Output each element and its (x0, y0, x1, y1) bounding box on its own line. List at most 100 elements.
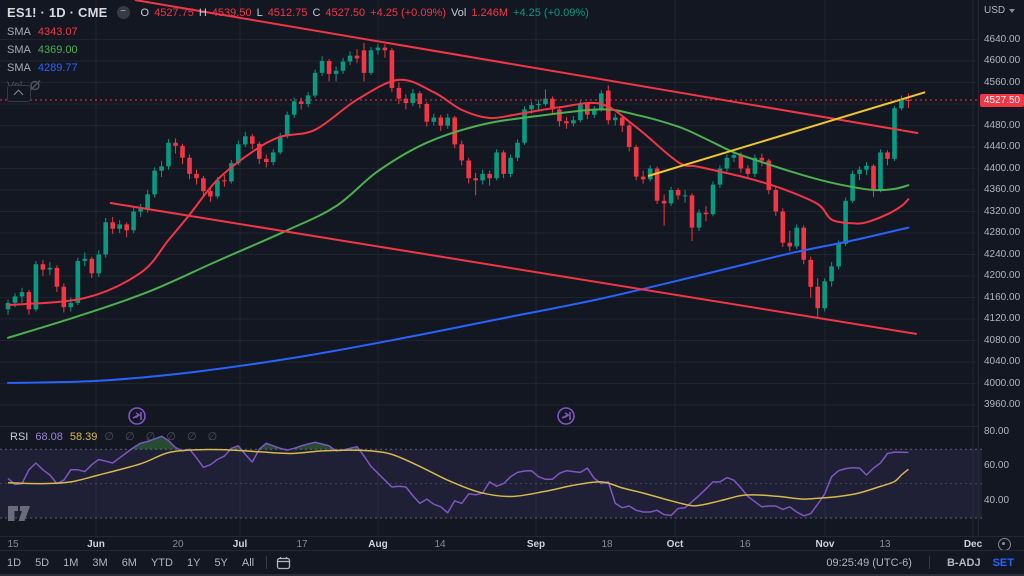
sma200-legend-row[interactable]: SMA 4289.77 (7, 60, 589, 75)
candle-body (284, 114, 290, 137)
tv-logo-shape-1 (8, 506, 18, 521)
candle-body (215, 180, 220, 197)
price-tick-label: 4560.00 (984, 76, 1021, 88)
candle-body (794, 227, 799, 247)
trendline-ascending-yellow[interactable] (647, 91, 926, 177)
currency-label: USD (984, 5, 1006, 16)
candle-body (522, 109, 527, 143)
rsi-ma-line[interactable] (7, 448, 909, 507)
sma50-legend-row[interactable]: SMA 4369.00 (7, 42, 589, 57)
volume-label: Vol (451, 6, 467, 19)
candle-body (731, 155, 737, 158)
candle-body (82, 258, 88, 261)
price-tick-label: 4280.00 (984, 227, 1021, 238)
symbol-row[interactable]: ES1! · 1D · CME − O 4527.75 H 4539.50 L 451… (7, 4, 589, 21)
candle-body (410, 93, 416, 103)
time-tick-18: 18 (601, 539, 613, 550)
candle-body (780, 211, 786, 243)
price-tick-label: 4600.00 (984, 55, 1021, 66)
range-button-3m[interactable]: 3M (92, 556, 108, 569)
tv-logo-shape-2 (18, 506, 30, 521)
pane-divider[interactable] (0, 426, 978, 427)
candle-body (752, 157, 758, 174)
candle-body (270, 152, 276, 163)
time-tick-13: 13 (879, 539, 891, 550)
candle-body (424, 104, 430, 122)
settlement-toggle[interactable]: SET (992, 556, 1014, 569)
candle-body (626, 125, 632, 147)
range-button-5d[interactable]: 5D (35, 556, 50, 569)
candle-body (61, 286, 67, 308)
candle-body (382, 47, 388, 51)
candle-body (885, 152, 890, 159)
volume-legend-row[interactable]: Vol (7, 78, 589, 93)
candle-body (110, 222, 115, 229)
range-button-1d[interactable]: 1D (7, 556, 22, 569)
candle-body (201, 178, 206, 192)
range-button-5y[interactable]: 5Y (214, 556, 228, 569)
clock-display[interactable]: 09:25:49 (UTC-6) (826, 556, 912, 569)
candle-body (194, 173, 199, 179)
candle-body (26, 292, 32, 310)
sma20-legend-row[interactable]: SMA 4343.07 (7, 24, 589, 39)
candle-body (326, 61, 332, 74)
range-button-all[interactable]: All (241, 556, 255, 569)
rsi-value: 68.08 (35, 430, 63, 443)
candle-body (619, 117, 625, 126)
candle-body (654, 168, 660, 201)
rsi-overbought-fill (131, 436, 179, 450)
candle-body (229, 163, 234, 182)
currency-selector[interactable]: USD (984, 5, 1016, 16)
range-button-ytd[interactable]: YTD (150, 556, 173, 569)
range-button-1m[interactable]: 1M (63, 556, 79, 569)
contract-roll-marker[interactable] (128, 407, 146, 425)
back-adjusted-toggle[interactable]: B-ADJ (946, 556, 981, 569)
trendline-descending-support[interactable] (109, 201, 917, 335)
candle-body (68, 302, 74, 308)
candle-body (103, 222, 108, 255)
rsi-legend[interactable]: RSI 68.08 58.39 ∅ ∅ ∅ ∅ ∅ ∅ (10, 430, 221, 444)
price-axis[interactable]: USD 4640.004600.004560.004520.004480.004… (978, 0, 1024, 536)
sma50-line[interactable] (7, 108, 910, 339)
candle-body (599, 93, 604, 110)
rsi-line[interactable] (7, 435, 909, 517)
candle-body (724, 157, 730, 169)
collapse-toolbar-button[interactable] (7, 85, 31, 102)
rsi-title[interactable]: RSI (10, 430, 29, 443)
candle-body (640, 176, 646, 180)
contract-roll-marker[interactable] (557, 407, 575, 425)
symbol-title[interactable]: ES1! · 1D · CME (7, 5, 108, 20)
sma200-value: 4289.77 (37, 61, 78, 74)
collapse-legend-button[interactable]: − (116, 6, 130, 19)
range-button-1y[interactable]: 1Y (186, 556, 201, 569)
candle-body (578, 104, 583, 121)
candle-body (829, 266, 834, 282)
go-to-date-button[interactable] (276, 556, 291, 570)
candle-body (836, 243, 841, 267)
candle-body (557, 109, 562, 122)
candle-body (487, 173, 492, 179)
candle-body (515, 142, 520, 158)
price-tick-label: 4000.00 (984, 377, 1021, 389)
candle-body (347, 55, 353, 62)
candle-body (33, 264, 39, 310)
time-axis[interactable]: 15 Jun 20 Jul 17 Aug 14 Sep 18 Oct 16 Nov 13 Dec (0, 537, 1024, 551)
open-label: O (140, 6, 150, 19)
trendline-descending-resistance[interactable] (134, 0, 919, 135)
candle-body (759, 157, 765, 161)
candle-body (892, 108, 897, 159)
sma20-line[interactable] (7, 78, 910, 306)
candle-body (305, 95, 311, 104)
last-price-badge: 4527.50 (980, 94, 1024, 107)
candle-body (738, 155, 744, 169)
eye-off-icon[interactable] (28, 79, 42, 92)
candle-body (368, 50, 374, 73)
candle-body (264, 158, 269, 162)
candle-body (222, 180, 227, 182)
range-button-6m[interactable]: 6M (121, 556, 137, 569)
candle-body (480, 173, 485, 181)
sma200-line[interactable] (7, 226, 910, 384)
candle-body (682, 195, 688, 197)
high-value: 4539.50 (211, 6, 252, 19)
